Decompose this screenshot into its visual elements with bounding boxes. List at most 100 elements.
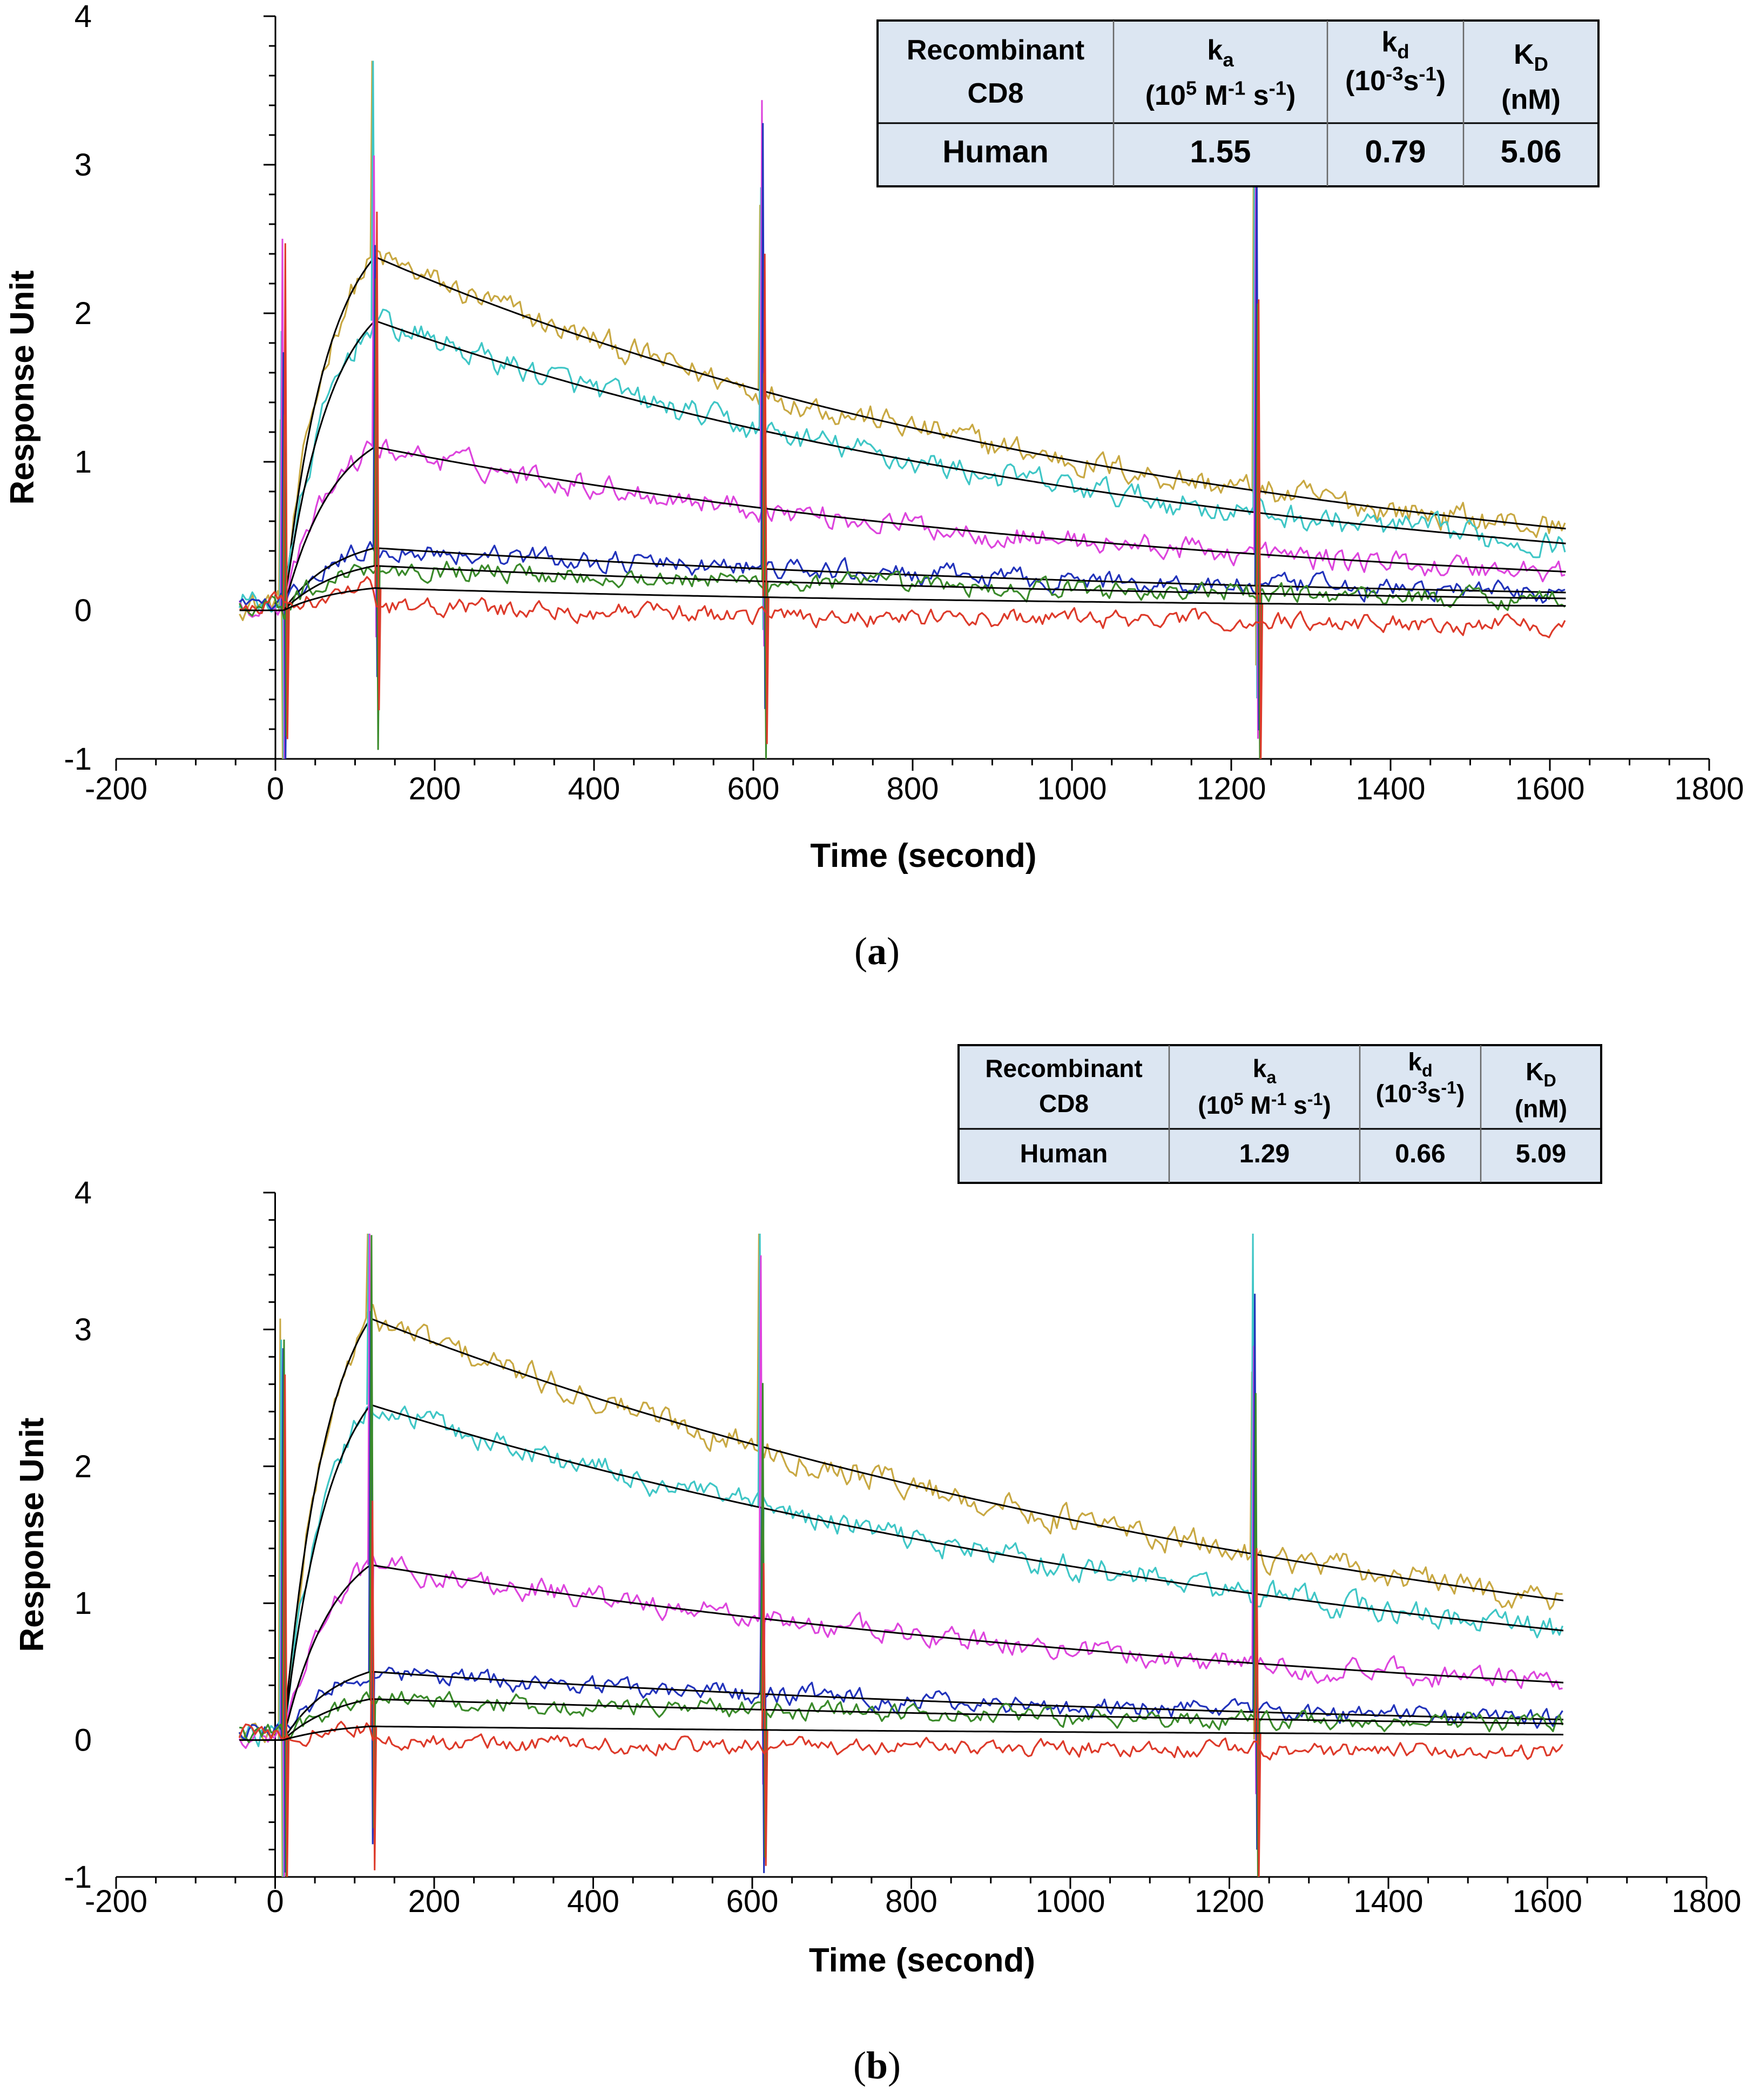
y-tick-label: 0 xyxy=(75,593,92,628)
header-ka-unit: (105 M-1 s-1) xyxy=(1145,77,1296,111)
cell-ka: 1.55 xyxy=(1190,134,1251,170)
fit-curve-trace-2 xyxy=(282,1404,1564,1740)
ka-e3: -1 xyxy=(1307,1089,1323,1109)
x-axis-title: Time (second) xyxy=(809,1942,1035,1979)
x-tick-label: 600 xyxy=(726,1884,779,1919)
header-cd8: CD8 xyxy=(967,78,1023,109)
kd-sub: d xyxy=(1422,1061,1433,1080)
cell-human: Human xyxy=(1020,1140,1108,1168)
kd-e2: -1 xyxy=(1441,1078,1456,1097)
header-kd-symbol: kd xyxy=(1408,1048,1432,1081)
header-kd-unit: (10-3s-1) xyxy=(1376,1078,1465,1107)
y-tick-label: -1 xyxy=(64,1860,92,1895)
kd-e1: -3 xyxy=(1412,1078,1427,1097)
KD-sub: D xyxy=(1534,53,1548,75)
kd-k: k xyxy=(1381,26,1397,58)
data-trace-trace-1 xyxy=(239,249,1566,621)
ka-e2: -1 xyxy=(1271,1089,1287,1109)
panel-label: (a) xyxy=(854,930,900,973)
fit-curve-trace-1 xyxy=(282,255,1566,611)
kd-u3: ) xyxy=(1456,1079,1465,1107)
x-tick-label: 1800 xyxy=(1674,771,1744,806)
data-trace-trace-5 xyxy=(239,1691,1564,1744)
fit-curve-trace-4 xyxy=(282,547,1566,611)
x-tick-label: 1600 xyxy=(1513,1884,1582,1919)
x-tick-label: 600 xyxy=(727,771,780,806)
cell-KD: 5.09 xyxy=(1516,1140,1566,1168)
kd-u1: (10 xyxy=(1376,1079,1412,1107)
x-tick-label: 1000 xyxy=(1035,1884,1105,1919)
ka-sub: a xyxy=(1266,1067,1277,1087)
y-axis-title: Response Unit xyxy=(4,270,41,504)
header-kd-symbol: kd xyxy=(1381,26,1409,63)
y-tick-label: -1 xyxy=(64,742,92,777)
y-tick-label: 3 xyxy=(75,1312,92,1347)
x-tick-label: 1600 xyxy=(1515,771,1584,806)
ka-e3: -1 xyxy=(1269,77,1286,99)
ka-u2: M xyxy=(1197,80,1228,111)
cell-KD: 5.06 xyxy=(1501,134,1562,170)
panel-label-letter: b xyxy=(866,2044,888,2087)
panel-a: -200 0 200 400 600 800 1000 1200 1400 1600 1800 -1 0… xyxy=(4,0,1744,973)
header-ka-unit: (105 M-1 s-1) xyxy=(1198,1089,1331,1119)
header-KD-unit: (nM) xyxy=(1501,84,1561,115)
cell-kd: 0.79 xyxy=(1365,134,1426,170)
fit-curve-trace-6 xyxy=(283,587,1566,611)
kd-sub: d xyxy=(1397,41,1409,63)
panel-label-open: ( xyxy=(854,930,867,973)
kd-u2: s xyxy=(1403,65,1419,97)
y-tick-label: 3 xyxy=(75,147,92,183)
ka-u4: ) xyxy=(1323,1091,1331,1119)
ka-u1: (10 xyxy=(1198,1091,1233,1119)
data-trace-trace-3 xyxy=(238,1555,1563,1749)
x-tick-label: -200 xyxy=(85,1884,147,1919)
x-tick-label: 800 xyxy=(885,1884,937,1919)
x-tick-label: 200 xyxy=(409,771,461,806)
ka-k: k xyxy=(1207,35,1223,66)
spike-trace-6-2 xyxy=(761,1563,768,1866)
cell-ka: 1.29 xyxy=(1239,1140,1290,1168)
header-cd8: CD8 xyxy=(1039,1089,1089,1118)
cell-kd: 0.66 xyxy=(1395,1140,1445,1168)
y-axis-title: Response Unit xyxy=(14,1417,51,1652)
data-trace-trace-6 xyxy=(238,1721,1563,1761)
ka-e1: 5 xyxy=(1234,1089,1244,1109)
ka-e1: 5 xyxy=(1186,77,1197,99)
fit-curve-trace-6 xyxy=(282,1725,1564,1741)
ka-u3: s xyxy=(1245,80,1269,111)
y-tick-label: 2 xyxy=(75,1449,92,1484)
kd-e1: -3 xyxy=(1386,63,1403,85)
x-tick-label: 1200 xyxy=(1195,1884,1264,1919)
x-tick-label: 1000 xyxy=(1037,771,1107,806)
kd-u1: (10 xyxy=(1345,65,1386,97)
x-tick-label: 0 xyxy=(267,771,284,806)
kd-u3: ) xyxy=(1436,65,1446,97)
header-ka-symbol: ka xyxy=(1207,35,1234,71)
header-recombinant: Recombinant xyxy=(907,35,1084,66)
table-frame xyxy=(957,1044,1602,1184)
panel-label: (b) xyxy=(853,2044,901,2087)
KD-sub: D xyxy=(1543,1071,1556,1091)
fit-curve-trace-3 xyxy=(282,446,1566,611)
data-trace-trace-6 xyxy=(239,576,1566,638)
y-tick-label: 1 xyxy=(75,445,92,480)
x-tick-label: 1400 xyxy=(1355,771,1425,806)
panel-label-close: ) xyxy=(888,2044,901,2087)
ka-u4: ) xyxy=(1286,80,1296,111)
ka-u1: (10 xyxy=(1145,80,1186,111)
kd-k: k xyxy=(1408,1048,1422,1076)
data-trace-trace-4 xyxy=(238,1666,1563,1741)
x-tick-label: 400 xyxy=(567,1884,619,1919)
fit-curve-trace-1 xyxy=(282,1317,1564,1740)
spike-trace-6-1 xyxy=(374,211,382,710)
y-tick-label: 1 xyxy=(75,1586,92,1621)
panel-b: -200 0 200 400 600 800 1000 1200 1400 1600 1800 -1 0… xyxy=(14,1044,1742,2087)
panel-label-letter: a xyxy=(867,930,887,973)
kd-e2: -1 xyxy=(1419,63,1436,85)
x-tick-label: 1800 xyxy=(1671,1884,1741,1919)
x-tick-label: 400 xyxy=(568,771,620,806)
x-tick-label: 1200 xyxy=(1196,771,1266,806)
fit-curve-trace-2 xyxy=(282,319,1566,611)
